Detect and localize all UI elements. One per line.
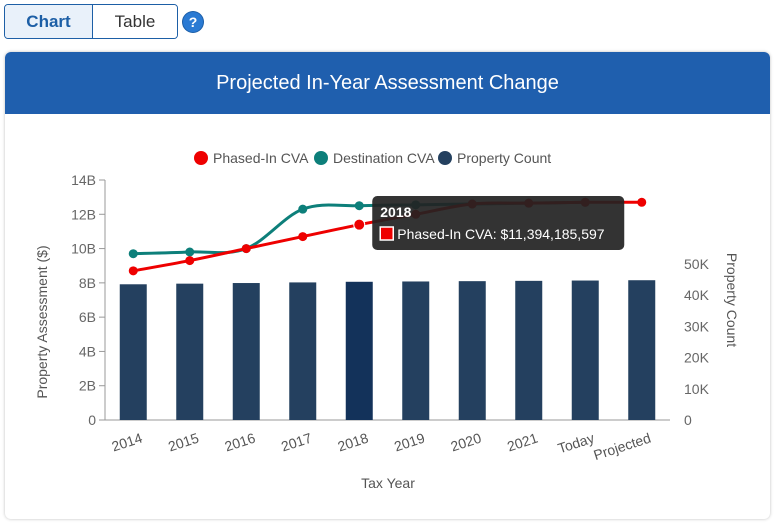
- point-destination-cva: [298, 204, 308, 214]
- chart-card: Projected In-Year Assessment Change 0 2B 4…: [5, 52, 770, 519]
- point-phased-in-cva: [128, 266, 138, 276]
- bar-property-count: [232, 283, 260, 420]
- table-view-button[interactable]: Table: [93, 5, 177, 38]
- y-tick-label: 14B: [71, 172, 96, 188]
- chart-svg: 0 2B 4B 6B 8B 10B 12B 14B 0 10K 20K 30K 40K 50K 2014 20…: [34, 150, 740, 491]
- legend-marker: [438, 151, 452, 165]
- y2-tick-label: 40K: [684, 287, 710, 303]
- x-tick-label: 2018: [336, 430, 371, 455]
- legend-label: Destination CVA: [333, 150, 435, 166]
- highlight-point: [353, 218, 366, 231]
- x-tick-label: 2014: [110, 430, 145, 455]
- tooltip-value: Phased-In CVA: $11,394,185,597: [397, 226, 605, 242]
- y-axis-title: Property Assessment ($): [34, 245, 50, 398]
- bar-property-count: [458, 281, 486, 420]
- point-phased-in-cva: [241, 244, 251, 254]
- legend-label: Phased-In CVA: [213, 150, 309, 166]
- y2-tick-label: 30K: [684, 318, 710, 334]
- bar-property-count: [515, 280, 543, 420]
- y-tick-label: 12B: [71, 206, 96, 222]
- chart-view-button[interactable]: Chart: [5, 5, 93, 38]
- legend-marker: [194, 151, 208, 165]
- point-destination-cva: [128, 249, 138, 259]
- tooltip-title: 2018: [380, 204, 411, 220]
- y2-axis-title: Property Count: [724, 253, 740, 347]
- y2-tick-label: 10K: [684, 381, 710, 397]
- y2-tick-label: 0: [684, 412, 692, 428]
- x-axis-title: Tax Year: [361, 475, 415, 491]
- bar-property-count: [119, 284, 147, 420]
- view-toggle: Chart Table: [4, 4, 178, 39]
- y-tick-label: 0: [88, 412, 96, 428]
- x-tick-label: 2019: [392, 430, 427, 455]
- y-tick-label: 2B: [79, 378, 96, 394]
- point-destination-cva: [185, 247, 195, 257]
- point-phased-in-cva: [185, 256, 195, 266]
- help-icon[interactable]: ?: [183, 12, 203, 32]
- bar-property-count: [345, 281, 373, 420]
- bar-property-count: [628, 280, 656, 420]
- chart-title: Projected In-Year Assessment Change: [5, 52, 770, 114]
- x-tick-label: 2020: [449, 430, 484, 455]
- tooltip-box: [372, 196, 625, 250]
- bar-property-count: [402, 281, 430, 420]
- x-tick-label: Today: [556, 430, 596, 457]
- y-tick-label: 4B: [79, 343, 96, 359]
- bar-property-count: [289, 282, 317, 420]
- point-phased-in-cva: [298, 232, 308, 242]
- bar-property-count: [176, 283, 204, 420]
- x-tick-label: 2015: [166, 430, 201, 455]
- bar-property-count: [571, 280, 599, 420]
- y-tick-label: 6B: [79, 309, 96, 325]
- x-tick-label: 2016: [223, 430, 258, 455]
- y-tick-label: 10B: [71, 241, 96, 257]
- point-destination-cva: [354, 201, 364, 211]
- x-tick-label: 2021: [505, 430, 540, 455]
- y-tick-label: 8B: [79, 275, 96, 291]
- y2-tick-label: 20K: [684, 350, 710, 366]
- legend-marker: [314, 151, 328, 165]
- legend-label: Property Count: [457, 150, 551, 166]
- x-tick-label: 2017: [279, 430, 314, 455]
- y2-tick-label: 50K: [684, 256, 710, 272]
- tooltip-color-swatch: [379, 226, 394, 241]
- x-tick-label: Projected: [591, 430, 652, 463]
- point-phased-in-cva: [637, 197, 647, 207]
